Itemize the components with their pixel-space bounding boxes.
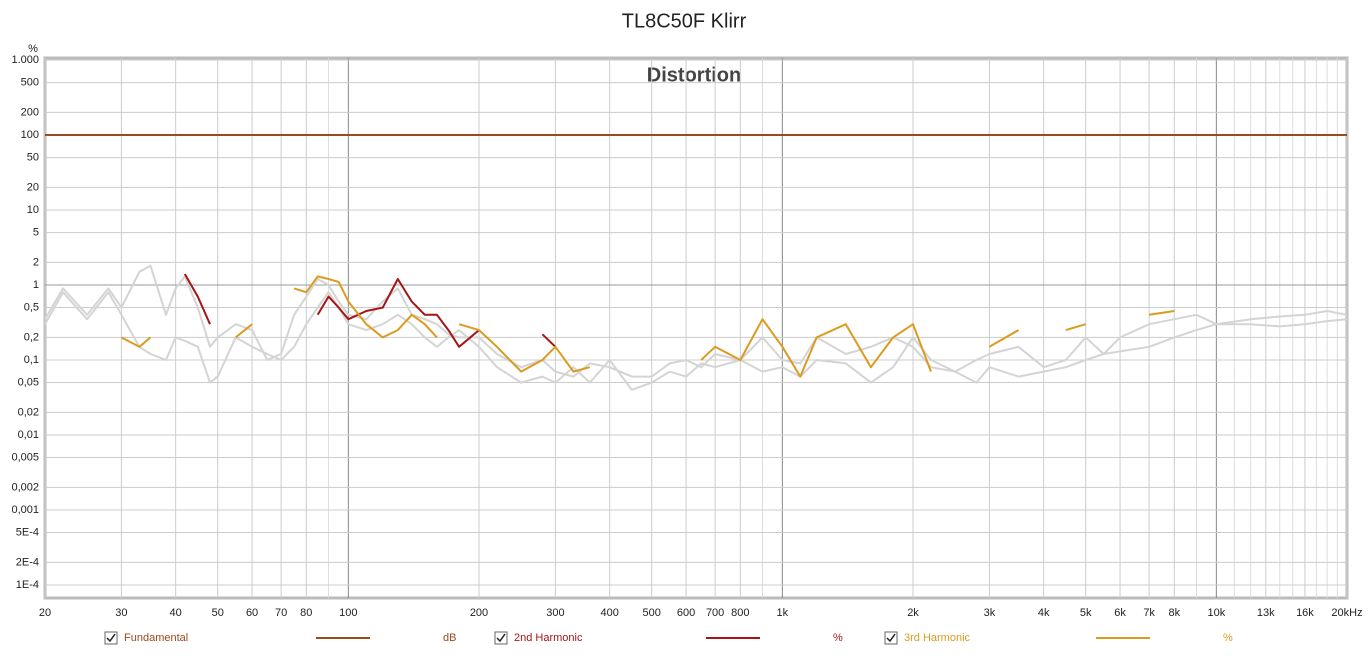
x-tick-label: 60	[246, 607, 258, 619]
y-tick-label: 2	[33, 256, 39, 268]
x-tick-label: 6k	[1114, 607, 1126, 619]
x-tick-label: 30	[115, 607, 127, 619]
x-tick-label: 500	[643, 607, 661, 619]
x-tick-label: 800	[731, 607, 749, 619]
x-tick-label: 2k	[907, 607, 919, 619]
y-tick-label: 1E-4	[16, 579, 39, 591]
plot-frame	[43, 56, 1349, 600]
y-tick-label: 5E-4	[16, 526, 39, 538]
y-tick-label: 50	[27, 151, 39, 163]
series-line	[183, 273, 557, 348]
series-line	[120, 275, 1175, 378]
y-tick-label: 0,5	[24, 301, 39, 313]
x-tick-label: 4k	[1038, 607, 1050, 619]
y-tick-label: 0,05	[18, 376, 39, 388]
y-tick-label: 0,002	[11, 481, 39, 493]
y-tick-label: 0,01	[18, 429, 39, 441]
y-tick-label: 0,02	[18, 406, 39, 418]
x-tick-label: 20	[39, 607, 51, 619]
legend-label: Fundamental	[124, 632, 188, 644]
x-tick-label: 70	[275, 607, 287, 619]
series-line	[44, 264, 1348, 378]
y-tick-label: 5	[33, 226, 39, 238]
x-tick-label: 5k	[1080, 607, 1092, 619]
y-unit: %	[28, 43, 38, 55]
x-tick-label: 50	[212, 607, 224, 619]
y-tick-label: 0,001	[11, 504, 39, 516]
x-tick-label: 1k	[777, 607, 789, 619]
y-tick-label: 2E-4	[16, 556, 39, 568]
x-tick-label: 3k	[984, 607, 996, 619]
y-tick-label: 100	[21, 129, 39, 141]
y-tick-label: 200	[21, 106, 39, 118]
y-tick-label: 0,1	[24, 354, 39, 366]
y-tick-label: 1	[33, 279, 39, 291]
legend-label: 3rd Harmonic	[904, 632, 971, 644]
legend-label: 2nd Harmonic	[514, 632, 583, 644]
legend-checkbox[interactable]	[884, 631, 898, 645]
x-tick-label: 16k	[1296, 607, 1314, 619]
x-tick-label: 13k	[1257, 607, 1275, 619]
legend-checkbox[interactable]	[494, 631, 508, 645]
y-tick-label: 500	[21, 76, 39, 88]
x-tick-label: 7k	[1143, 607, 1155, 619]
legend-check	[106, 633, 116, 643]
legend-checkbox[interactable]	[104, 631, 118, 645]
x-tick-label: 600	[677, 607, 695, 619]
series-line	[44, 291, 1348, 391]
y-tick-label: 20	[27, 181, 39, 193]
x-tick-label: 80	[300, 607, 312, 619]
y-tick-label: 1.000	[11, 54, 39, 66]
chart-title: TL8C50F Klirr	[622, 10, 747, 32]
x-tick-label: 700	[706, 607, 724, 619]
x-tick-label: 200	[470, 607, 488, 619]
legend-check	[496, 633, 506, 643]
x-tick-label: 20kHz	[1331, 607, 1362, 619]
x-tick-label: 100	[339, 607, 357, 619]
y-tick-label: 10	[27, 204, 39, 216]
y-tick-label: 0,2	[24, 331, 39, 343]
x-tick-label: 300	[546, 607, 564, 619]
legend-unit: %	[833, 632, 843, 644]
x-tick-label: 8k	[1168, 607, 1180, 619]
x-tick-label: 10k	[1207, 607, 1225, 619]
x-tick-label: 400	[600, 607, 618, 619]
legend-check	[886, 633, 896, 643]
legend-unit: dB	[443, 632, 456, 644]
x-tick-label: 40	[170, 607, 182, 619]
legend-unit: %	[1223, 632, 1233, 644]
chart-subtitle: Distortion	[647, 64, 741, 86]
y-tick-label: 0,005	[11, 451, 39, 463]
